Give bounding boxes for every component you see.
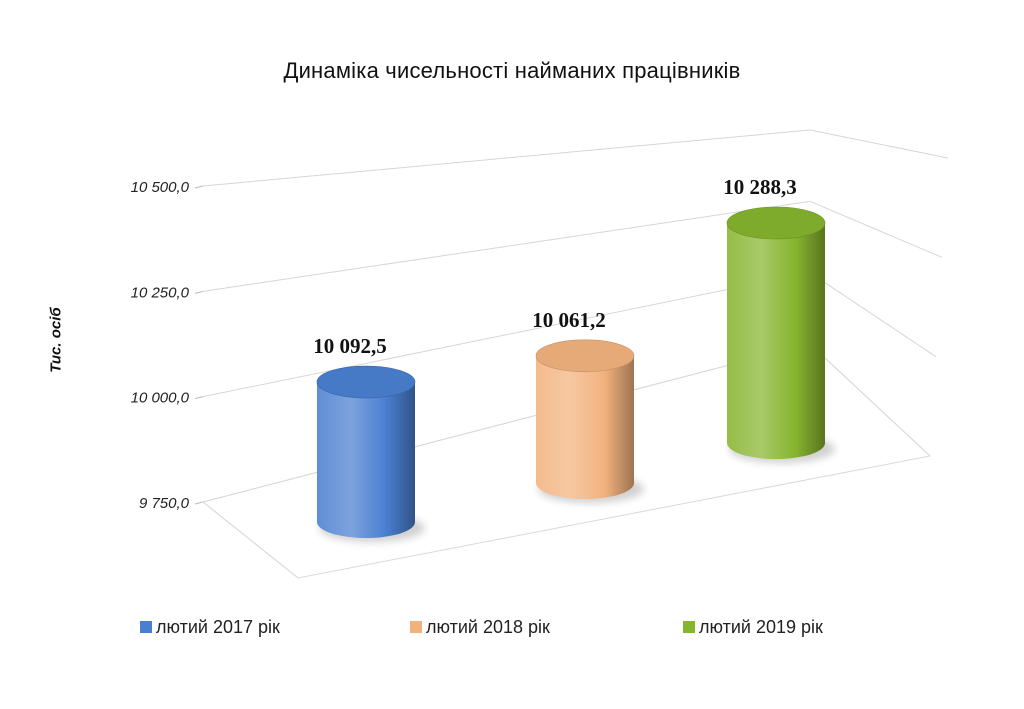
legend-label: лютий 2018 рік xyxy=(426,617,550,637)
bar-body xyxy=(317,382,415,538)
legend: лютий 2017 рік лютий 2018 рік лютий 2019 р… xyxy=(140,617,823,637)
chart-title: Динаміка чисельності найманих працівникі… xyxy=(283,58,741,83)
bar-3 xyxy=(726,206,835,463)
y-tick-label: 9 750,0 xyxy=(139,495,190,512)
bar-top xyxy=(726,206,826,240)
legend-swatch xyxy=(410,621,422,633)
gridline-side xyxy=(809,200,943,258)
gridline xyxy=(202,200,811,292)
y-tick-mark xyxy=(194,501,204,505)
gridline xyxy=(202,129,811,187)
bar-2 xyxy=(535,339,644,503)
bar-top xyxy=(316,365,416,399)
gridline-side xyxy=(809,272,937,358)
floor-edge xyxy=(202,501,299,579)
data-label: 10 288,3 xyxy=(723,175,797,199)
gridline-side xyxy=(809,129,948,159)
bar-1 xyxy=(316,365,425,542)
data-label: 10 092,5 xyxy=(313,334,387,358)
y-tick-mark xyxy=(194,185,204,189)
y-tick-mark xyxy=(194,396,204,400)
bar-top xyxy=(535,339,635,373)
y-tick-label: 10 500,0 xyxy=(131,179,190,196)
legend-label: лютий 2017 рік xyxy=(156,617,280,637)
legend-label: лютий 2019 рік xyxy=(699,617,823,637)
bar-body xyxy=(536,355,634,499)
gridline xyxy=(202,272,811,398)
y-tick-label: 10 000,0 xyxy=(131,390,190,407)
legend-swatch xyxy=(683,621,695,633)
data-label: 10 061,2 xyxy=(532,308,606,332)
bar-body xyxy=(727,223,825,459)
y-tick-label: 10 250,0 xyxy=(131,284,190,301)
legend-swatch xyxy=(140,621,152,633)
y-tick-mark xyxy=(194,290,204,294)
